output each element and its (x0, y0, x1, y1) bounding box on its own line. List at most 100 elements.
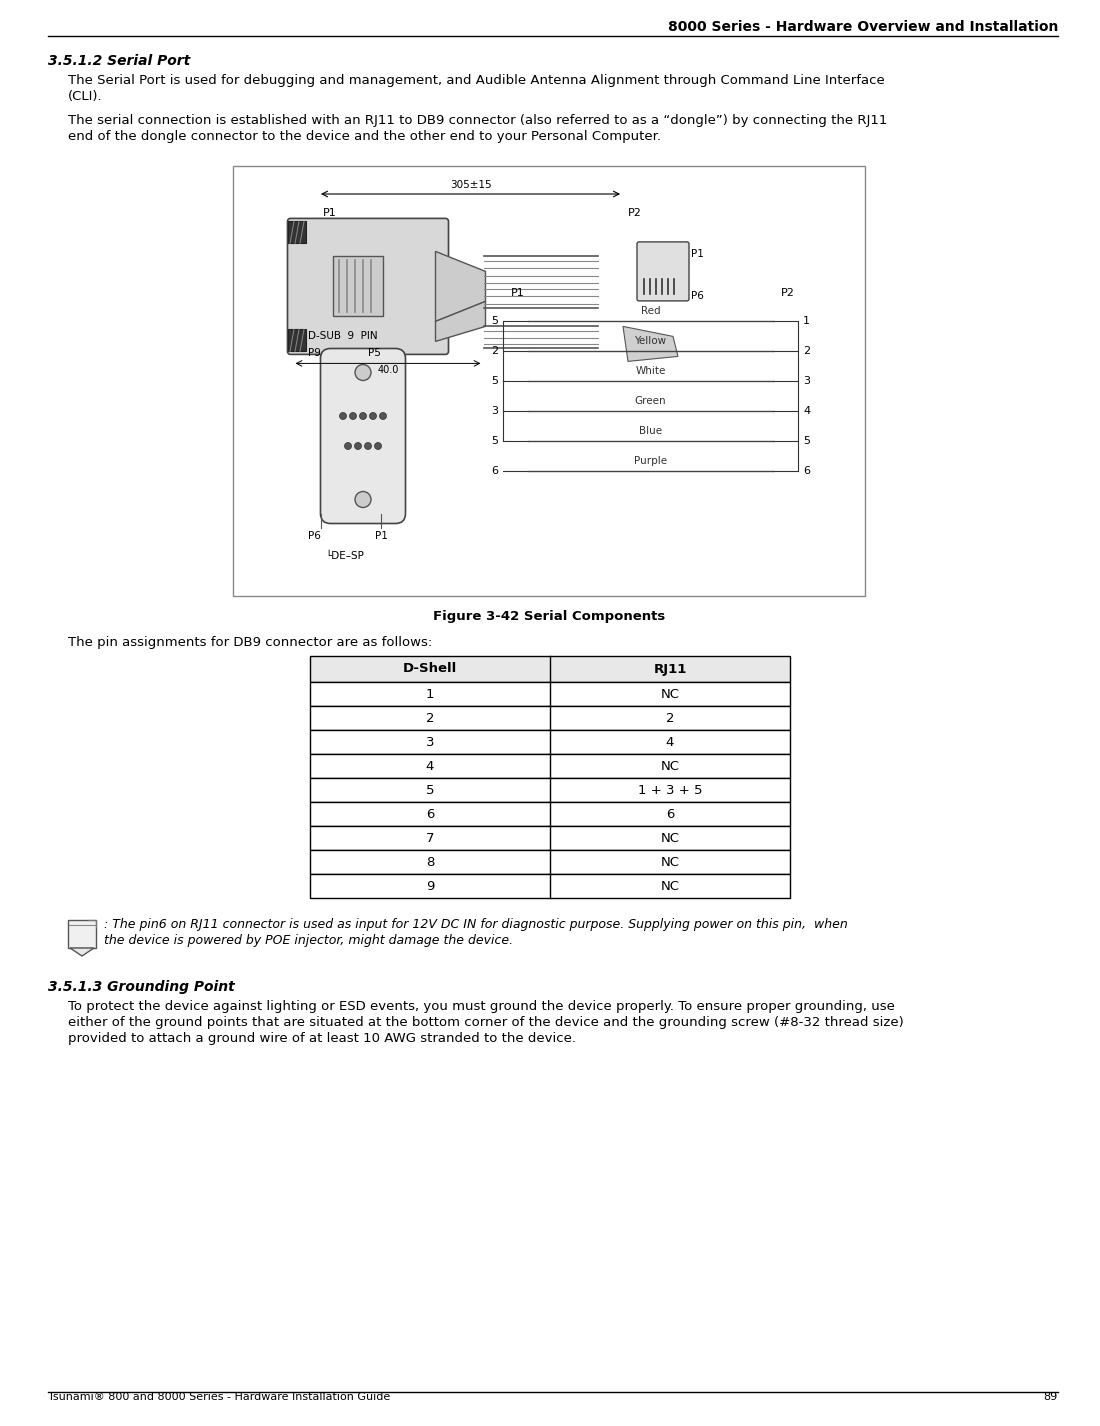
Text: P2: P2 (781, 288, 795, 298)
Text: 5: 5 (491, 317, 498, 327)
Bar (68, 920, 96, 948)
Circle shape (355, 365, 371, 381)
Text: 6: 6 (666, 807, 674, 820)
Text: 89: 89 (1044, 1392, 1058, 1402)
Text: To protect the device against lighting or ESD events, you must ground the device: To protect the device against lighting o… (68, 1000, 895, 1012)
FancyBboxPatch shape (287, 218, 449, 355)
Text: P1: P1 (323, 208, 337, 218)
Text: 6: 6 (803, 466, 810, 476)
Text: P5: P5 (368, 348, 381, 358)
Text: 5: 5 (803, 436, 810, 446)
Circle shape (350, 412, 356, 419)
Text: (CLI).: (CLI). (68, 90, 102, 103)
Text: either of the ground points that are situated at the bottom corner of the device: either of the ground points that are sit… (68, 1015, 904, 1030)
Text: 4: 4 (426, 760, 434, 773)
Text: 5: 5 (491, 376, 498, 386)
Polygon shape (623, 327, 678, 361)
Text: 5: 5 (426, 783, 434, 797)
Text: NC: NC (660, 760, 680, 773)
Text: 1 + 3 + 5: 1 + 3 + 5 (638, 783, 702, 797)
Text: D-Shell: D-Shell (403, 663, 458, 676)
Text: 2: 2 (666, 712, 674, 724)
Circle shape (370, 412, 376, 419)
Text: 3: 3 (803, 376, 810, 386)
Text: 1: 1 (426, 687, 434, 700)
Text: P2: P2 (628, 208, 642, 218)
Text: 9: 9 (426, 880, 434, 893)
Text: P6: P6 (691, 291, 704, 301)
Bar (310, 801, 790, 826)
Bar (288, 329, 306, 351)
Text: P1: P1 (512, 288, 525, 298)
Text: Tsunami® 800 and 8000 Series - Hardware Installation Guide: Tsunami® 800 and 8000 Series - Hardware … (48, 1392, 390, 1402)
Text: provided to attach a ground wire of at least 10 AWG stranded to the device.: provided to attach a ground wire of at l… (68, 1032, 576, 1045)
Text: D-SUB  9  PIN: D-SUB 9 PIN (308, 331, 377, 341)
Text: NC: NC (660, 880, 680, 893)
Text: 4: 4 (666, 736, 674, 749)
Bar (310, 754, 790, 779)
Text: 2: 2 (803, 347, 810, 356)
Circle shape (355, 492, 371, 508)
Polygon shape (436, 301, 485, 341)
Text: 4: 4 (803, 406, 810, 416)
Text: Purple: Purple (634, 456, 667, 466)
Circle shape (354, 442, 362, 449)
Text: the device is powered by POE injector, might damage the device.: the device is powered by POE injector, m… (104, 934, 513, 947)
Circle shape (374, 442, 382, 449)
Text: Blue: Blue (639, 426, 662, 436)
Text: NC: NC (660, 831, 680, 844)
Circle shape (344, 442, 352, 449)
Bar (288, 221, 306, 244)
Text: 3.5.1.2 Serial Port: 3.5.1.2 Serial Port (48, 54, 190, 68)
Text: P9: P9 (308, 348, 321, 358)
Text: NC: NC (660, 687, 680, 700)
Circle shape (364, 442, 372, 449)
Text: P6: P6 (308, 530, 321, 540)
Text: 6: 6 (491, 466, 498, 476)
Text: 2: 2 (491, 347, 498, 356)
FancyBboxPatch shape (637, 242, 689, 301)
Text: The pin assignments for DB9 connector are as follows:: The pin assignments for DB9 connector ar… (68, 636, 432, 649)
Bar (233, 165, 865, 596)
Bar (310, 730, 790, 754)
Text: └DE–SP: └DE–SP (324, 550, 364, 560)
Bar (310, 874, 790, 898)
Text: Yellow: Yellow (635, 337, 667, 347)
Text: RJ11: RJ11 (653, 663, 686, 676)
Bar (333, 257, 383, 317)
Text: The Serial Port is used for debugging and management, and Audible Antenna Alignm: The Serial Port is used for debugging an… (68, 74, 884, 87)
Bar (310, 682, 790, 706)
Circle shape (360, 412, 366, 419)
Polygon shape (70, 948, 94, 955)
Text: 8000 Series - Hardware Overview and Installation: 8000 Series - Hardware Overview and Inst… (668, 20, 1058, 34)
Text: 7: 7 (426, 831, 434, 844)
Text: NC: NC (660, 856, 680, 868)
FancyBboxPatch shape (320, 348, 406, 523)
Text: P1: P1 (691, 250, 704, 260)
Text: 3: 3 (491, 406, 498, 416)
Text: : The pin6 on RJ11 connector is used as input for 12V DC IN for diagnostic purpo: : The pin6 on RJ11 connector is used as … (104, 918, 848, 931)
Text: White: White (636, 366, 666, 376)
Text: Green: Green (635, 396, 667, 406)
Text: 1: 1 (803, 317, 810, 327)
Bar (310, 656, 790, 682)
Text: 2: 2 (426, 712, 434, 724)
Text: Figure 3-42 Serial Components: Figure 3-42 Serial Components (433, 610, 666, 623)
Text: 3.5.1.3 Grounding Point: 3.5.1.3 Grounding Point (48, 980, 234, 994)
Bar (310, 850, 790, 874)
Bar (310, 706, 790, 730)
Bar (310, 826, 790, 850)
Text: 6: 6 (426, 807, 434, 820)
Text: 3: 3 (426, 736, 434, 749)
Text: The serial connection is established with an RJ11 to DB9 connector (also referre: The serial connection is established wit… (68, 114, 888, 127)
Text: Red: Red (640, 307, 660, 317)
Text: 305±15: 305±15 (450, 180, 492, 190)
Text: P1: P1 (375, 530, 388, 540)
Text: 8: 8 (426, 856, 434, 868)
Text: 5: 5 (491, 436, 498, 446)
Text: end of the dongle connector to the device and the other end to your Personal Com: end of the dongle connector to the devic… (68, 130, 661, 143)
Circle shape (340, 412, 346, 419)
Polygon shape (436, 251, 485, 321)
Circle shape (379, 412, 386, 419)
Text: 40.0: 40.0 (377, 365, 398, 375)
